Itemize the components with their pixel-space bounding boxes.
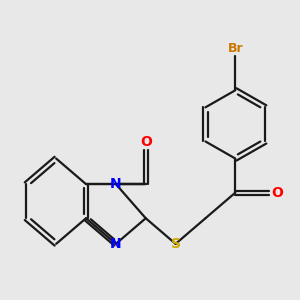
Text: O: O bbox=[271, 186, 283, 200]
Text: N: N bbox=[110, 237, 122, 251]
Text: S: S bbox=[171, 237, 181, 251]
Text: Br: Br bbox=[227, 42, 243, 55]
Text: N: N bbox=[110, 177, 122, 191]
Text: O: O bbox=[140, 135, 152, 149]
